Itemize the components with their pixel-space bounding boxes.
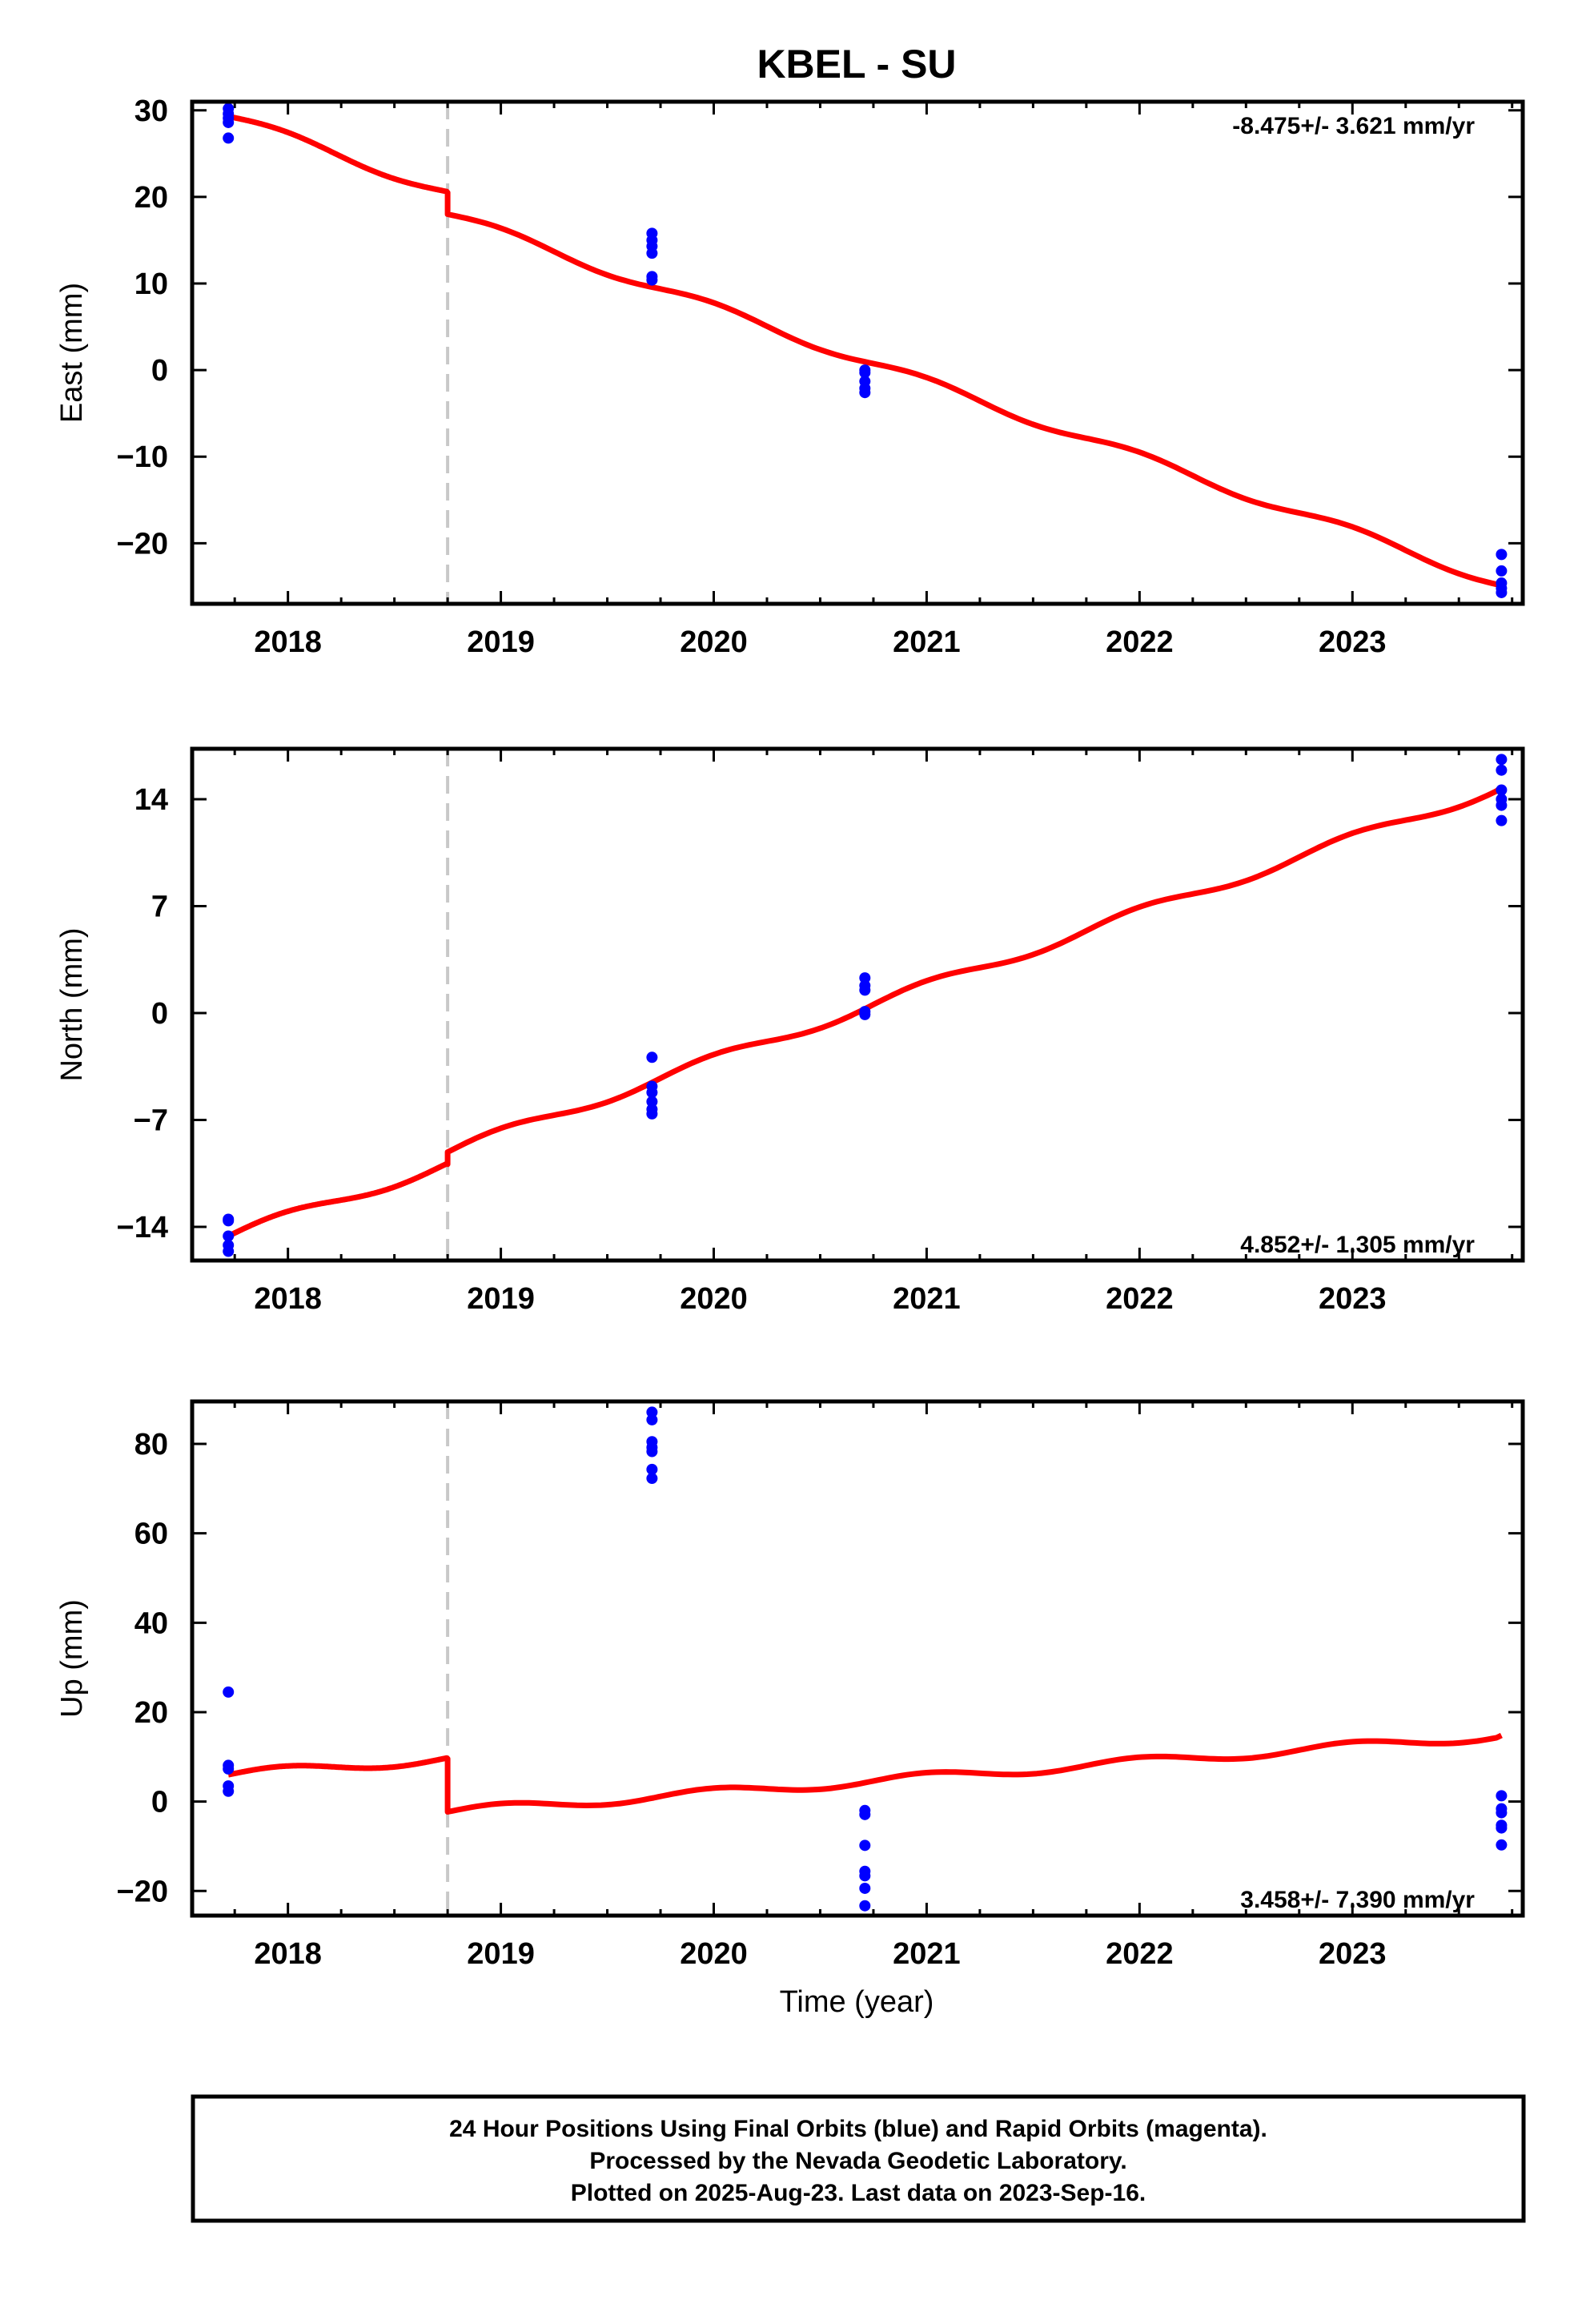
footer-box: 24 Hour Positions Using Final Orbits (bl… — [191, 2094, 1526, 2223]
plot-frame — [190, 99, 1525, 606]
data-point — [646, 1473, 658, 1485]
data-point — [1496, 799, 1508, 811]
data-point — [646, 1445, 658, 1458]
data-point — [646, 1463, 658, 1475]
chart-title: KBEL - SU — [757, 42, 956, 86]
data-point — [859, 367, 871, 379]
plot-area — [192, 749, 1523, 1261]
data-point — [859, 1900, 871, 1912]
data-point — [646, 274, 658, 286]
data-point — [859, 1808, 871, 1820]
x-tick-label: 2018 — [254, 1282, 322, 1316]
y-tick-label: 40 — [135, 1606, 168, 1640]
data-point — [859, 1839, 871, 1852]
data-point — [859, 1882, 871, 1894]
y-tick-label: 30 — [135, 94, 168, 128]
x-tick-label: 2023 — [1319, 625, 1387, 659]
x-tick-label: 2019 — [467, 625, 535, 659]
y-tick-label: −14 — [117, 1211, 168, 1244]
x-tick-label: 2022 — [1106, 1282, 1174, 1316]
footer-line-3: Plotted on 2025-Aug-23. Last data on 202… — [571, 2180, 1146, 2206]
x-tick-label: 2018 — [254, 625, 322, 659]
x-tick-label: 2019 — [467, 1937, 535, 1971]
data-point — [223, 1763, 235, 1775]
x-tick-label: 2019 — [467, 1282, 535, 1316]
data-point — [859, 1870, 871, 1882]
y-tick-label: 20 — [135, 1696, 168, 1730]
data-point — [646, 1108, 658, 1120]
y-tick-label: −20 — [117, 527, 168, 561]
plot-frame — [190, 746, 1525, 1263]
y-tick-label: 14 — [135, 783, 168, 817]
data-point — [646, 1413, 658, 1425]
y-tick-label: 60 — [135, 1518, 168, 1551]
data-point — [1496, 1822, 1508, 1834]
data-point — [223, 1686, 235, 1698]
data-point — [859, 984, 871, 996]
footer-line-2: Processed by the Nevada Geodetic Laborat… — [589, 2148, 1126, 2174]
y-axis-title: East (mm) — [55, 283, 89, 423]
data-point — [1496, 565, 1508, 577]
data-point — [1496, 1839, 1508, 1851]
data-point — [646, 1051, 658, 1063]
x-tick-label: 2018 — [254, 1937, 322, 1971]
data-point — [1496, 784, 1508, 796]
y-tick-label: 0 — [151, 354, 168, 388]
data-point — [1496, 764, 1508, 776]
velocity-annotation: 4.852+/- 1.305 mm/yr — [1240, 1232, 1475, 1258]
velocity-annotation: 3.458+/- 7.390 mm/yr — [1240, 1887, 1475, 1913]
x-tick-label: 2022 — [1106, 625, 1174, 659]
data-point — [859, 387, 871, 399]
velocity-annotation: -8.475+/- 3.621 mm/yr — [1232, 113, 1475, 139]
y-tick-label: 0 — [151, 997, 168, 1031]
x-tick-label: 2021 — [893, 1282, 961, 1316]
y-tick-label: 10 — [135, 267, 168, 301]
model-fit-line — [227, 113, 1502, 588]
panel-east: 2018 2019 2020 2021 2022 2023 30 20 10 0 −10 −20 Eas… — [55, 94, 1525, 659]
data-point — [1496, 549, 1508, 561]
panel-up: 2018 2019 2020 2021 2022 2023 80 60 40 20 0 −20 Up (… — [55, 1399, 1525, 1971]
plot-area — [192, 1401, 1523, 1916]
data-point — [1496, 1807, 1508, 1819]
y-tick-label: 80 — [135, 1428, 168, 1462]
data-point — [223, 132, 235, 144]
model-fit-line — [227, 785, 1504, 1239]
data-point — [646, 1087, 658, 1099]
data-point — [223, 116, 235, 128]
y-tick-label: −20 — [117, 1875, 168, 1908]
x-axis-title: Time (year) — [780, 1985, 934, 2019]
y-tick-label: 0 — [151, 1786, 168, 1819]
data-point — [1496, 586, 1508, 598]
x-tick-label: 2020 — [680, 1937, 748, 1971]
data-point — [1496, 754, 1508, 766]
footer-frame — [191, 2094, 1526, 2223]
data-point — [859, 1008, 871, 1020]
y-axis-title: North (mm) — [55, 927, 89, 1081]
y-tick-label: −7 — [134, 1104, 168, 1138]
data-point — [223, 1215, 235, 1227]
y-tick-label: 20 — [135, 181, 168, 215]
data-point — [1496, 1790, 1508, 1802]
x-tick-label: 2021 — [893, 1937, 961, 1971]
y-axis-title: Up (mm) — [55, 1599, 89, 1718]
data-point — [646, 247, 658, 259]
data-point — [223, 1245, 235, 1257]
x-tick-label: 2023 — [1319, 1282, 1387, 1316]
data-point — [223, 1230, 235, 1242]
data-point — [223, 1785, 235, 1797]
footer-line-1: 24 Hour Positions Using Final Orbits (bl… — [449, 2116, 1267, 2142]
data-point — [1496, 814, 1508, 826]
panels-group: 2018 2019 2020 2021 2022 2023 30 20 10 0 −10 −20 Eas… — [55, 94, 1525, 1971]
x-tick-label: 2020 — [680, 625, 748, 659]
y-tick-label: −10 — [117, 440, 168, 474]
y-tick-label: 7 — [151, 890, 168, 923]
x-tick-label: 2020 — [680, 1282, 748, 1316]
x-tick-label: 2023 — [1319, 1937, 1387, 1971]
x-tick-label: 2021 — [893, 625, 961, 659]
x-tick-label: 2022 — [1106, 1937, 1174, 1971]
panel-north: 2018 2019 2020 2021 2022 2023 14 7 0 −7 −14 North (… — [55, 746, 1525, 1316]
plot-frame — [190, 1399, 1525, 1918]
model-fit-line — [227, 1732, 1503, 1815]
